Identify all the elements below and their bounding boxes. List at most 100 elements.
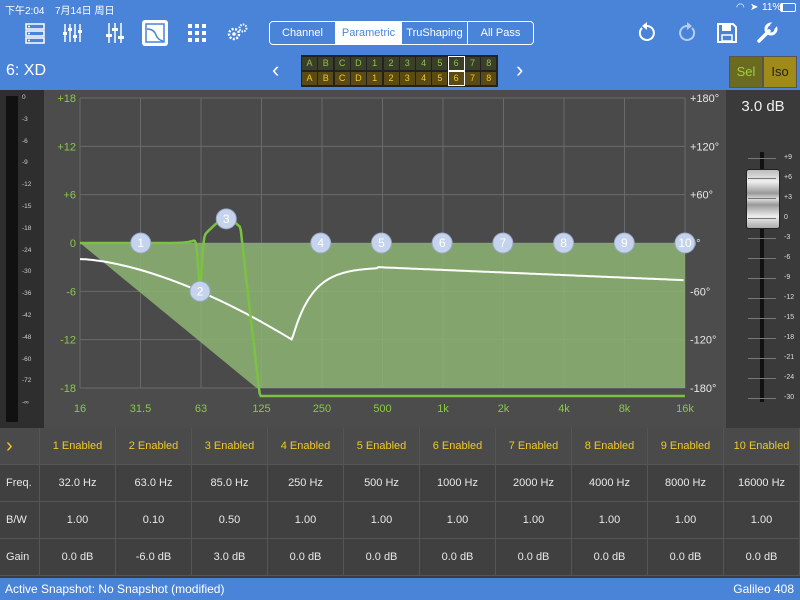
band-handle-circle[interactable]: [130, 232, 152, 254]
mixer-icon[interactable]: [22, 20, 48, 46]
wrench-icon[interactable]: [754, 20, 780, 46]
grid-icon[interactable]: [184, 20, 210, 46]
table-cell[interactable]: 1.00: [496, 502, 572, 539]
settings-gears-icon[interactable]: [224, 20, 250, 46]
table-cell[interactable]: 1000 Hz: [420, 465, 496, 502]
band-handle-circle[interactable]: [215, 208, 237, 230]
table-cell[interactable]: 0.0 dB: [572, 539, 648, 576]
table-cell[interactable]: 1.00: [40, 502, 116, 539]
table-cell[interactable]: 8000 Hz: [648, 465, 724, 502]
table-cell[interactable]: 32.0 Hz: [40, 465, 116, 502]
eq-graph[interactable]: 16 31.5 63 125 250 500 1k 2k 4k 8k 16k+18 +180°+12 +…: [44, 90, 726, 428]
table-cell[interactable]: 1.00: [268, 502, 344, 539]
tab-all-pass[interactable]: All Pass: [480, 27, 521, 39]
next-channel-button[interactable]: ›: [516, 57, 524, 82]
table-cell[interactable]: 500 Hz: [344, 465, 420, 502]
output-select-A[interactable]: A: [302, 72, 317, 85]
band-enable-toggle-7[interactable]: 7 Enabled: [496, 428, 572, 465]
output-fader-knob[interactable]: [746, 169, 780, 229]
input-select-A[interactable]: A: [302, 57, 317, 70]
input-select-7[interactable]: 7: [465, 57, 480, 70]
input-select-3[interactable]: 3: [399, 57, 415, 70]
table-cell[interactable]: 0.10: [116, 502, 192, 539]
band-enable-toggle-5[interactable]: 5 Enabled: [344, 428, 420, 465]
band-handle-10[interactable]: 10: [674, 232, 696, 254]
band-handle-circle[interactable]: [613, 232, 635, 254]
table-cell[interactable]: 1.00: [724, 502, 800, 539]
output-select-5[interactable]: 5: [432, 72, 448, 85]
band-handle-circle[interactable]: [370, 232, 392, 254]
sel-button[interactable]: Sel: [729, 56, 763, 88]
eq-graph-panel[interactable]: 16 31.5 63 125 250 500 1k 2k 4k 8k 16k +18 +180° +12 +…: [44, 90, 726, 428]
band-handle-2[interactable]: 2: [189, 280, 211, 302]
band-enable-toggle-9[interactable]: 9 Enabled: [648, 428, 724, 465]
faders-icon[interactable]: [60, 20, 86, 46]
table-cell[interactable]: 2000 Hz: [496, 465, 572, 502]
output-select-D[interactable]: D: [350, 72, 366, 85]
undo-icon[interactable]: [634, 20, 660, 46]
input-select-B[interactable]: B: [318, 57, 334, 70]
band-enable-toggle-4[interactable]: 4 Enabled: [268, 428, 344, 465]
band-enable-toggle-8[interactable]: 8 Enabled: [572, 428, 648, 465]
table-cell[interactable]: 250 Hz: [268, 465, 344, 502]
input-select-C[interactable]: C: [334, 57, 350, 70]
band-enable-toggle-3[interactable]: 3 Enabled: [192, 428, 268, 465]
output-select-8[interactable]: 8: [481, 72, 497, 85]
band-handle-3[interactable]: 3: [215, 208, 237, 230]
table-cell[interactable]: 63.0 Hz: [116, 465, 192, 502]
table-cell[interactable]: 4000 Hz: [572, 465, 648, 502]
band-handle-circle[interactable]: [189, 280, 211, 302]
band-handle-circle[interactable]: [431, 232, 453, 254]
table-cell[interactable]: 0.0 dB: [648, 539, 724, 576]
output-select-1[interactable]: 1: [367, 72, 383, 85]
input-select-D[interactable]: D: [350, 57, 366, 70]
expand-chevron-icon[interactable]: ›: [0, 428, 40, 465]
input-select-4[interactable]: 4: [416, 57, 432, 70]
band-handle-circle[interactable]: [553, 232, 575, 254]
band-handle-5[interactable]: 5: [370, 232, 392, 254]
table-cell[interactable]: 1.00: [572, 502, 648, 539]
table-cell[interactable]: 0.0 dB: [496, 539, 572, 576]
tab-parametric[interactable]: Parametric: [336, 22, 402, 44]
output-select-6[interactable]: 6: [447, 71, 465, 86]
table-cell[interactable]: 1.00: [344, 502, 420, 539]
band-handle-circle[interactable]: [674, 232, 696, 254]
table-cell[interactable]: 16000 Hz: [724, 465, 800, 502]
input-select-1[interactable]: 1: [367, 57, 383, 70]
band-enable-toggle-2[interactable]: 2 Enabled: [116, 428, 192, 465]
output-select-3[interactable]: 3: [399, 72, 415, 85]
output-select-B[interactable]: B: [318, 72, 334, 85]
tab-channel[interactable]: Channel: [270, 22, 336, 44]
band-handle-7[interactable]: 7: [492, 232, 514, 254]
table-cell[interactable]: 0.0 dB: [420, 539, 496, 576]
band-handle-8[interactable]: 8: [553, 232, 575, 254]
band-handle-1[interactable]: 1: [130, 232, 152, 254]
band-handle-9[interactable]: 9: [613, 232, 635, 254]
save-icon[interactable]: [714, 20, 740, 46]
table-cell[interactable]: 0.0 dB: [40, 539, 116, 576]
band-handle-4[interactable]: 4: [310, 232, 332, 254]
table-cell[interactable]: 1.00: [420, 502, 496, 539]
table-cell[interactable]: 0.50: [192, 502, 268, 539]
table-cell[interactable]: 3.0 dB: [192, 539, 268, 576]
output-select-4[interactable]: 4: [416, 72, 432, 85]
input-select-8[interactable]: 8: [481, 57, 497, 70]
input-select-6[interactable]: 6: [447, 56, 465, 71]
table-cell[interactable]: 1.00: [648, 502, 724, 539]
band-handle-6[interactable]: 6: [431, 232, 453, 254]
table-cell[interactable]: 0.0 dB: [344, 539, 420, 576]
table-cell[interactable]: 0.0 dB: [724, 539, 800, 576]
sliders-icon[interactable]: [102, 20, 128, 46]
table-cell[interactable]: -6.0 dB: [116, 539, 192, 576]
band-enable-toggle-6[interactable]: 6 Enabled: [420, 428, 496, 465]
table-cell[interactable]: 0.0 dB: [268, 539, 344, 576]
redo-icon[interactable]: [674, 20, 700, 46]
input-select-5[interactable]: 5: [432, 57, 448, 70]
band-enable-toggle-10[interactable]: 10 Enabled: [724, 428, 800, 465]
iso-button[interactable]: Iso: [763, 56, 797, 88]
eq-icon[interactable]: [142, 20, 168, 46]
tab-trushaping[interactable]: TruShaping: [402, 22, 468, 44]
band-enable-toggle-1[interactable]: 1 Enabled: [40, 428, 116, 465]
prev-channel-button[interactable]: ‹: [272, 57, 280, 82]
output-select-7[interactable]: 7: [465, 72, 480, 85]
